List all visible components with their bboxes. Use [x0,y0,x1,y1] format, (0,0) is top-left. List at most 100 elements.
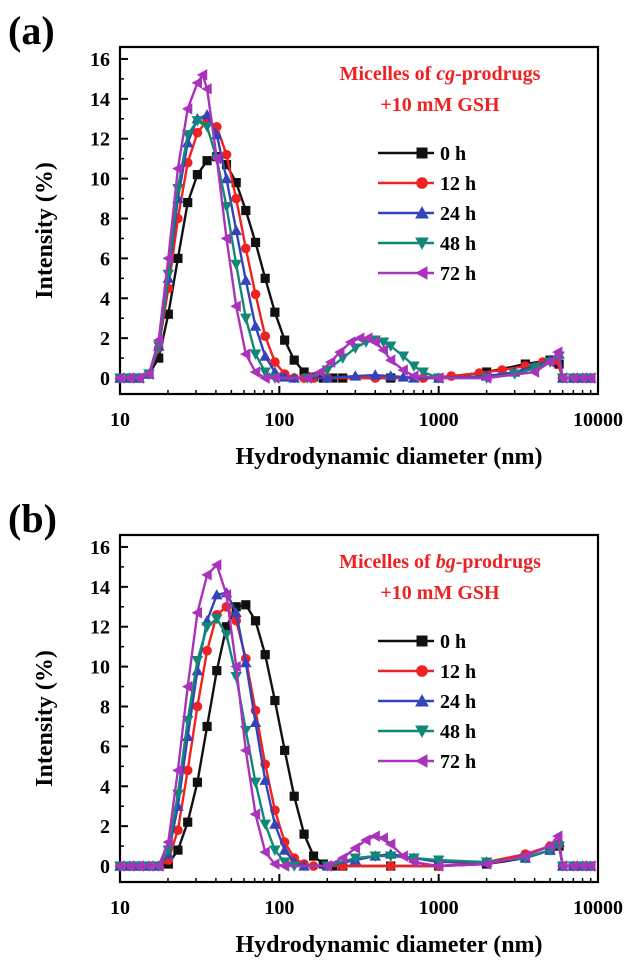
data-point [432,372,444,384]
data-point [240,744,251,757]
data-point [260,331,271,341]
data-point [260,273,270,283]
legend-marker [415,725,429,738]
data-point [181,680,193,693]
annotation-line-2: +10 mM GSH [380,582,500,604]
data-point [162,252,173,265]
data-point [289,355,299,365]
data-point [196,69,208,81]
x-tick-label: 100 [264,897,294,919]
data-point [220,232,232,245]
legend-marker [415,206,429,219]
legend-label: 0 h [440,631,466,653]
data-point [114,860,125,872]
legend-label: 72 h [440,263,476,285]
data-point [528,363,541,374]
data-point [336,353,349,364]
data-point [230,300,241,313]
legend-marker [415,694,429,707]
x-tick-label: 10 [110,897,130,919]
data-point [152,334,164,346]
data-point [173,845,183,855]
data-point [369,369,382,380]
data-point [249,716,262,728]
y-tick-label: 8 [100,209,110,231]
data-point [250,237,261,248]
x-axis-label: Hydrodynamic diameter (nm) [235,444,542,470]
data-point [259,367,271,378]
data-point [202,156,212,166]
data-point [362,332,373,344]
panel-letter: (a) [8,8,55,53]
data-point [211,559,222,571]
data-point [432,855,445,866]
x-tick-label: 10000 [573,409,623,431]
data-point [259,819,271,830]
data-point [249,349,262,360]
data-point [369,851,382,862]
data-point [162,836,173,848]
legend-marker [415,266,428,280]
data-point [231,178,241,188]
y-tick-label: 14 [90,577,110,599]
y-tick-label: 10 [90,657,110,679]
data-point [567,372,578,384]
data-point [182,765,193,776]
data-point [191,116,204,127]
data-point [480,858,492,870]
data-point [552,830,563,842]
data-point [172,162,183,175]
data-point [201,569,212,581]
panel-b: (b) 0 2 4 6 8 10 12 14 16 10 100 1000 10000 Hydrodynam… [8,496,623,958]
legend-entry: 24 h [378,203,476,225]
legend-entry: 72 h [378,263,476,285]
data-point [172,764,183,777]
annotation-italic: bg [436,551,456,573]
series-line [120,603,591,868]
y-tick-label: 0 [100,368,110,390]
data-point [280,335,290,345]
data-point [269,372,280,384]
panel-letter: (b) [8,496,57,541]
x-tick-label: 1000 [419,409,459,431]
data-point [173,253,183,263]
data-point [259,350,271,361]
data-point [314,366,325,378]
data-point [212,666,222,676]
data-point [289,791,299,801]
data-point [259,774,271,785]
data-point [408,361,420,372]
panel-a: (a) 0 2 4 6 8 10 12 14 16 10 100 1000 10000 Hydrodynam… [8,8,623,470]
legend-marker [416,177,428,189]
data-point [240,656,252,668]
y-axis-label: Intensity (%) [32,650,58,787]
y-axis-label: Intensity (%) [32,162,58,299]
data-point [321,372,334,383]
data-point [231,602,241,612]
data-point [519,850,530,862]
data-point [576,372,588,384]
data-point [385,861,396,871]
data-point [152,860,164,872]
legend-entry: 72 h [378,751,476,773]
data-point [384,370,397,381]
data-point [154,353,164,363]
data-point [299,829,309,839]
data-point [278,860,290,872]
series-72h [114,559,596,872]
data-point [221,622,232,632]
data-point [336,852,348,864]
series-24h [114,109,597,383]
data-point [163,309,173,319]
legend-label: 72 h [440,751,476,773]
data-point [397,364,408,376]
annotation-line-1: Micelles of bg-prodrugs [339,551,541,573]
data-point [183,817,193,827]
data-point [183,197,193,208]
data-point [480,372,492,384]
series-line [120,73,591,380]
data-point [143,368,154,380]
data-point [354,332,365,344]
data-point [249,777,262,789]
